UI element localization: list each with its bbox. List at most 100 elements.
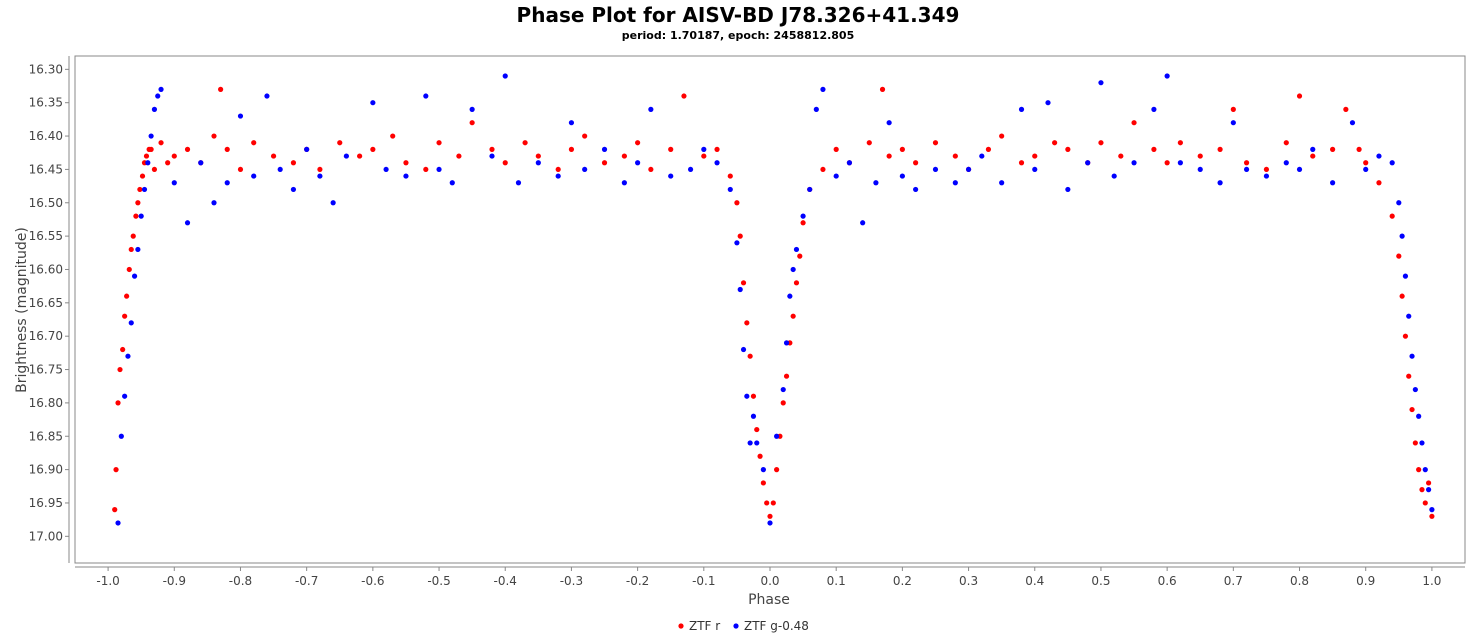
data-point	[767, 520, 773, 526]
data-point	[770, 500, 776, 506]
data-point	[1310, 153, 1316, 159]
data-point	[304, 146, 310, 152]
data-point	[1164, 160, 1170, 166]
y-axis-label: Brightness (magnitude)	[14, 227, 30, 393]
y-tick-label: 16.60	[29, 262, 63, 276]
data-point	[648, 166, 654, 173]
data-point	[1065, 146, 1071, 152]
data-point	[403, 173, 409, 179]
y-axis: 16.30 16.35 16.40 16.45 16.50 16.55 16.60 16.65…	[29, 56, 70, 563]
data-point	[1409, 353, 1415, 359]
data-point	[668, 146, 674, 152]
data-point	[1399, 293, 1405, 299]
data-point	[1032, 166, 1038, 173]
data-point	[793, 280, 800, 286]
data-point	[224, 146, 230, 152]
data-point	[145, 160, 151, 166]
data-point	[139, 173, 146, 179]
data-point	[423, 93, 429, 99]
data-point	[1399, 233, 1405, 239]
data-point	[1151, 146, 1157, 152]
data-point	[1131, 120, 1137, 126]
data-point	[1230, 106, 1236, 112]
data-point	[1085, 160, 1091, 166]
data-point	[780, 400, 786, 406]
data-point	[1230, 120, 1236, 126]
data-point	[790, 266, 796, 273]
data-point	[744, 320, 750, 326]
y-tick-label: 16.45	[29, 162, 63, 176]
data-point	[1349, 120, 1356, 126]
data-point	[184, 220, 191, 226]
x-tick-label: -0.6	[361, 574, 384, 588]
x-tick-label: 0.4	[1025, 574, 1044, 588]
data-point	[1065, 186, 1071, 193]
data-point	[1330, 146, 1336, 152]
data-point	[1402, 273, 1409, 279]
data-point	[764, 500, 770, 506]
data-point	[790, 313, 796, 319]
data-point	[165, 160, 171, 166]
data-point	[813, 106, 819, 112]
y-tick-label: 16.80	[29, 396, 63, 410]
data-point	[601, 146, 608, 152]
data-point	[1045, 100, 1051, 106]
data-point	[1402, 333, 1409, 339]
data-point	[128, 320, 134, 326]
data-point	[701, 153, 707, 159]
data-point	[1296, 166, 1303, 173]
data-point	[115, 520, 121, 526]
data-point	[130, 233, 136, 239]
data-point	[456, 153, 462, 159]
data-point	[965, 166, 972, 173]
data-point	[1376, 180, 1382, 186]
data-point	[184, 146, 191, 152]
data-point	[151, 106, 158, 112]
data-point	[555, 173, 561, 179]
data-point	[714, 160, 720, 166]
x-tick-label: -0.7	[295, 574, 318, 588]
data-point	[1422, 467, 1428, 473]
data-point	[1197, 153, 1203, 159]
data-point	[635, 160, 641, 166]
data-point	[800, 213, 806, 219]
data-point	[727, 186, 733, 193]
data-point	[754, 440, 760, 446]
data-point	[1376, 153, 1382, 159]
data-point	[582, 133, 588, 139]
data-point	[1052, 140, 1058, 146]
data-point	[744, 393, 750, 399]
data-point	[125, 353, 131, 359]
data-point	[750, 413, 757, 419]
data-point	[171, 180, 177, 186]
data-point	[403, 160, 409, 166]
data-point	[568, 120, 575, 126]
data-point	[952, 153, 958, 159]
data-point	[1425, 487, 1432, 493]
data-point	[1283, 160, 1289, 166]
data-point	[1118, 153, 1124, 159]
y-tick-label: 16.90	[29, 463, 63, 477]
x-tick-label: -0.1	[692, 574, 715, 588]
data-point	[1343, 106, 1349, 112]
data-point	[151, 166, 158, 173]
data-point	[740, 346, 747, 353]
x-tick-label: -0.9	[163, 574, 186, 588]
data-point	[734, 240, 740, 246]
data-point	[237, 113, 244, 119]
data-point	[502, 160, 508, 166]
data-point	[1396, 200, 1402, 206]
legend-marker-ztf-g	[733, 623, 739, 629]
data-point	[317, 166, 323, 173]
data-point	[793, 246, 800, 253]
data-point	[767, 513, 773, 519]
data-point	[370, 100, 376, 106]
data-point	[124, 293, 130, 299]
y-tick-label: 16.30	[29, 62, 63, 76]
data-point	[820, 86, 826, 92]
data-point	[330, 200, 336, 206]
data-point	[740, 280, 747, 286]
data-point	[932, 166, 939, 173]
data-point	[343, 153, 349, 159]
y-tick-label: 16.75	[29, 363, 63, 377]
